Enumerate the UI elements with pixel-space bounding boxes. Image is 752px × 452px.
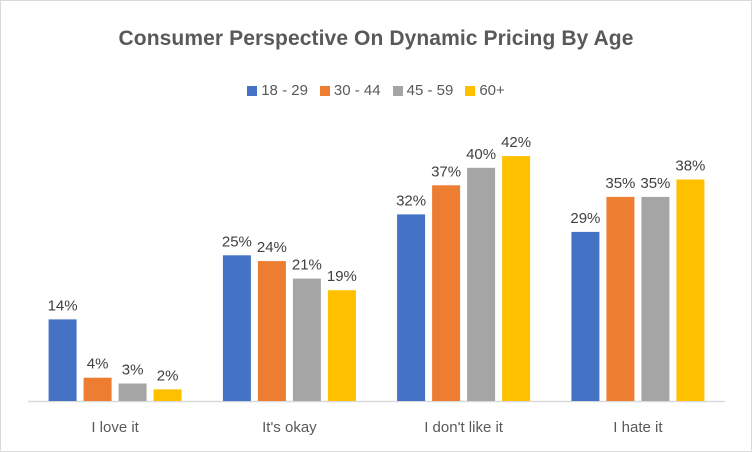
bar xyxy=(222,255,251,402)
category-label: I love it xyxy=(91,419,139,436)
legend-item: 60+ xyxy=(465,82,505,99)
data-label: 3% xyxy=(122,362,144,379)
data-label: 35% xyxy=(640,175,670,192)
bar xyxy=(83,377,112,401)
legend-item: 18 - 29 xyxy=(247,82,308,99)
legend-label: 30 - 44 xyxy=(333,82,381,99)
bar xyxy=(606,196,635,401)
bar xyxy=(118,383,147,401)
category-label: I hate it xyxy=(613,419,663,436)
data-label: 37% xyxy=(431,163,461,180)
data-label: 35% xyxy=(605,175,635,192)
bar xyxy=(292,278,321,401)
data-label: 19% xyxy=(327,268,357,285)
chart-title: Consumer Perspective On Dynamic Pricing … xyxy=(118,27,634,50)
data-label: 40% xyxy=(466,146,496,163)
bar xyxy=(571,231,600,401)
legend-label: 60+ xyxy=(479,82,505,99)
bar xyxy=(327,290,356,401)
bar xyxy=(676,179,705,401)
bar xyxy=(502,156,531,401)
data-label: 24% xyxy=(257,239,287,256)
data-label: 4% xyxy=(87,356,109,373)
data-label: 29% xyxy=(570,210,600,227)
bar xyxy=(467,167,496,401)
legend-label: 45 - 59 xyxy=(406,82,454,99)
category-label: I don't like it xyxy=(424,419,504,436)
data-label: 25% xyxy=(222,233,252,250)
data-label: 14% xyxy=(48,297,78,314)
legend-label: 18 - 29 xyxy=(261,82,308,99)
legend-item: 45 - 59 xyxy=(392,82,454,99)
legend-swatch xyxy=(247,85,258,96)
data-label: 21% xyxy=(292,257,322,274)
bar xyxy=(432,185,461,401)
bar xyxy=(153,389,182,401)
data-label: 32% xyxy=(396,192,426,209)
category-label: It's okay xyxy=(262,419,317,436)
legend: 18 - 29 30 - 44 45 - 59 60+ xyxy=(0,82,752,99)
legend-swatch xyxy=(392,85,403,96)
bar xyxy=(397,214,426,401)
data-label: 2% xyxy=(157,367,179,384)
legend-item: 30 - 44 xyxy=(319,82,381,99)
data-label: 42% xyxy=(501,134,531,151)
legend-swatch xyxy=(465,85,476,96)
legend-swatch xyxy=(319,85,330,96)
data-label: 38% xyxy=(675,158,705,175)
bar xyxy=(257,261,286,401)
bar xyxy=(641,196,670,401)
bar xyxy=(48,319,77,401)
